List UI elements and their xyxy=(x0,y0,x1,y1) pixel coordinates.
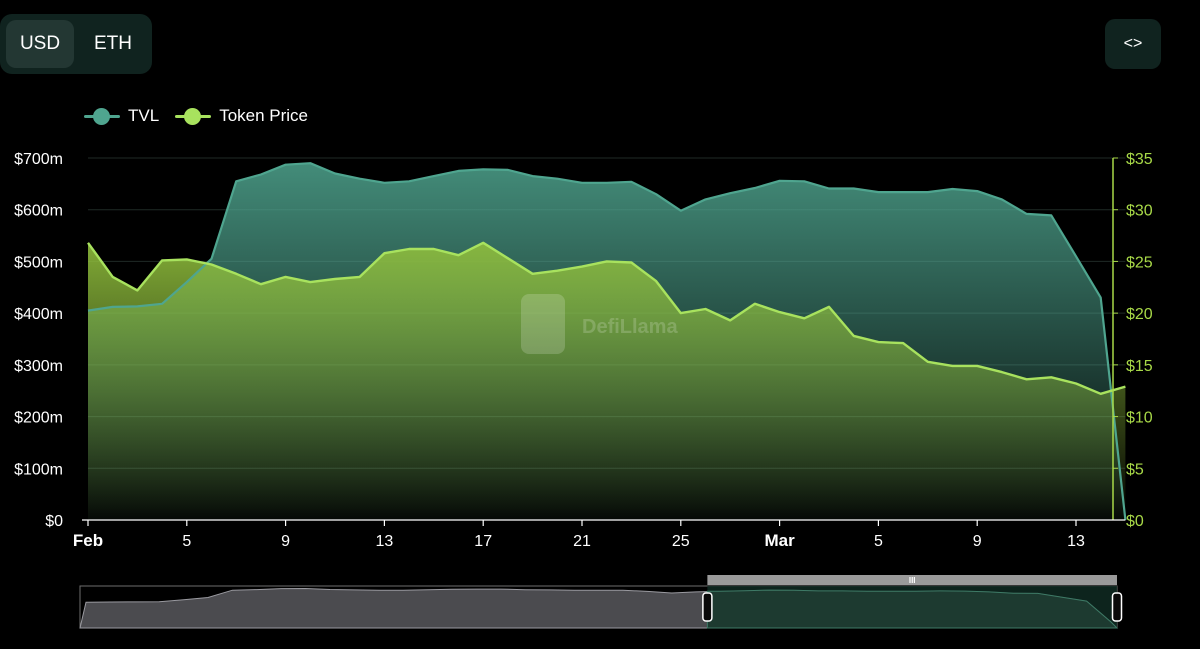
x-tick-label: 17 xyxy=(474,533,492,550)
series-lines xyxy=(87,162,1127,521)
y-right-tick-label: $15 xyxy=(1126,358,1153,375)
y-left-tick-label: $0 xyxy=(45,513,63,530)
legend-label-token-price: Token Price xyxy=(219,106,309,125)
legend-item-token-price[interactable]: Token Price xyxy=(175,105,308,127)
y-right-tick-label: $0 xyxy=(1126,513,1144,530)
watermark-text: DefiLlama xyxy=(582,316,678,338)
embed-code-button[interactable]: <> xyxy=(1105,19,1161,69)
series-areas xyxy=(88,163,1126,521)
code-icon: <> xyxy=(1123,35,1143,52)
range-selector-grip-icon: III xyxy=(909,576,916,585)
y-left-tick-label: $300m xyxy=(14,358,63,375)
y-right-tick-label: $20 xyxy=(1126,306,1153,323)
token-price-line xyxy=(87,241,1126,395)
y-right-tick-label: $35 xyxy=(1126,151,1153,168)
chart-legend: TVL Token Price xyxy=(84,104,324,128)
x-tick-label: Mar xyxy=(764,531,795,550)
eth-toggle-button[interactable]: ETH xyxy=(94,33,132,54)
llama-logo-icon xyxy=(521,294,565,354)
y-left-tick-label: $200m xyxy=(14,410,63,427)
usd-toggle-button[interactable]: USD xyxy=(6,20,74,68)
token-price-area xyxy=(88,242,1126,521)
x-tick-label: 13 xyxy=(376,533,394,550)
x-tick-label: 21 xyxy=(573,533,591,550)
axes: $0 $100m $200m $300m $400m $500m $600m $700m $0 $… xyxy=(14,151,1153,550)
currency-toggle: USD ETH xyxy=(0,14,152,74)
y-left-tick-label: $700m xyxy=(14,151,63,168)
range-selector-drag-bar[interactable] xyxy=(707,575,1117,585)
y-right-tick-label: $10 xyxy=(1126,410,1153,427)
token-price-legend-swatch xyxy=(175,105,212,127)
legend-item-tvl[interactable]: TVL xyxy=(84,105,159,127)
x-tick-label: 25 xyxy=(672,533,690,550)
tvl-legend-swatch xyxy=(84,105,120,127)
y-left-tick-label: $600m xyxy=(14,203,63,220)
range-selector-selected-preview xyxy=(706,589,1119,629)
x-tick-label: 5 xyxy=(182,533,191,550)
legend-label-tvl: TVL xyxy=(128,106,160,125)
x-tick-label: Feb xyxy=(73,531,103,550)
tvl-line xyxy=(87,162,1127,521)
y-left-tick-label: $500m xyxy=(14,254,63,271)
x-tick-label: 9 xyxy=(973,533,982,550)
x-tick-label: 5 xyxy=(874,533,883,550)
range-selector-start-handle[interactable] xyxy=(702,592,713,622)
y-left-tick-label: $400m xyxy=(14,306,63,323)
y-right-tick-label: $5 xyxy=(1126,461,1144,478)
x-tick-label: 9 xyxy=(281,533,290,550)
y-right-tick-label: $30 xyxy=(1126,203,1153,220)
defillama-watermark: DefiLlama xyxy=(521,294,678,354)
y-right-tick-label: $25 xyxy=(1126,254,1153,271)
y-left-tick-label: $100m xyxy=(14,461,63,478)
x-tick-label: 13 xyxy=(1067,533,1085,550)
range-selector[interactable]: III xyxy=(79,575,1123,629)
range-selector-end-handle[interactable] xyxy=(1111,592,1123,622)
